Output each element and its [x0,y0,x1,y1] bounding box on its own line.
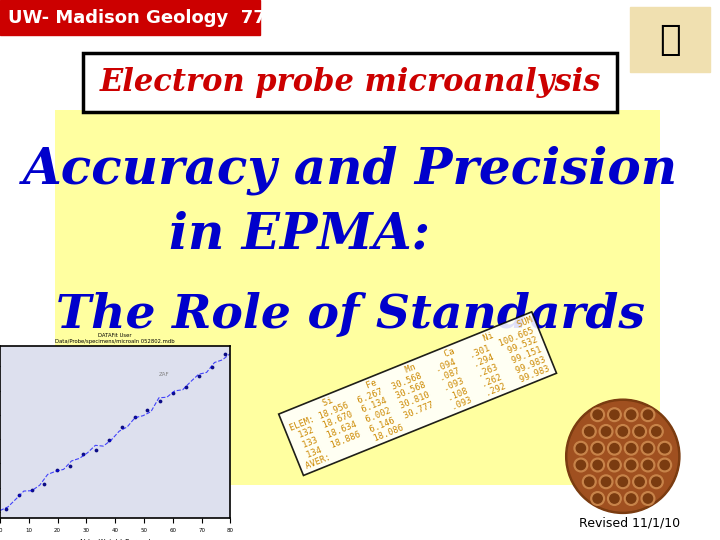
Text: UW- Madison Geology  777: UW- Madison Geology 777 [8,9,278,27]
Point [90,446,102,455]
Text: Accuracy and Precision: Accuracy and Precision [22,145,678,195]
Circle shape [641,458,654,472]
Circle shape [641,408,654,422]
Circle shape [635,427,644,436]
Circle shape [576,443,585,453]
Point [219,350,230,359]
Bar [630,7,710,72]
Circle shape [591,408,605,422]
Bar [55,110,660,485]
Circle shape [610,460,619,470]
Circle shape [568,402,678,511]
Circle shape [624,441,638,455]
Circle shape [660,443,670,453]
Circle shape [626,410,636,420]
Circle shape [643,460,652,470]
Circle shape [591,441,605,455]
Circle shape [616,424,629,438]
Circle shape [593,410,603,420]
Circle shape [599,424,613,438]
Circle shape [616,475,629,489]
Point [64,462,76,471]
Circle shape [633,424,647,438]
Title: DATAFit User
Data/Probe/specimens/microaln 052802.mdb: DATAFit User Data/Probe/specimens/microa… [55,333,175,344]
Circle shape [624,458,638,472]
Point [0,505,12,514]
Circle shape [626,443,636,453]
Point [116,423,127,431]
Circle shape [633,475,647,489]
Circle shape [576,460,585,470]
Circle shape [624,408,638,422]
Point [142,406,153,414]
Point [77,450,89,458]
Circle shape [591,458,605,472]
Text: Electron probe microanalysis: Electron probe microanalysis [99,66,600,98]
Circle shape [585,477,594,487]
Point [103,436,114,444]
Circle shape [660,460,670,470]
Circle shape [608,492,621,505]
Point [155,397,166,406]
Circle shape [593,494,603,503]
Point [167,389,179,397]
Text: in EPMA:: in EPMA: [169,211,431,260]
Circle shape [610,443,619,453]
Text: Revised 11/1/10: Revised 11/1/10 [579,517,680,530]
Circle shape [649,424,663,438]
Circle shape [582,475,596,489]
Point [13,490,24,499]
Point [206,362,217,371]
Circle shape [608,408,621,422]
Circle shape [593,460,603,470]
Point [180,382,192,391]
Circle shape [618,477,627,487]
Text: The Role of Standards: The Role of Standards [55,292,644,338]
Circle shape [626,494,636,503]
Circle shape [608,458,621,472]
Circle shape [599,475,613,489]
Point [26,486,37,495]
Circle shape [624,492,638,505]
Circle shape [585,427,594,436]
Circle shape [652,477,661,487]
Circle shape [574,458,588,472]
Circle shape [610,494,619,503]
Circle shape [626,460,636,470]
Circle shape [601,477,611,487]
Circle shape [643,410,652,420]
Circle shape [608,441,621,455]
Circle shape [641,441,654,455]
Circle shape [649,475,663,489]
Point [52,466,63,475]
Circle shape [641,492,654,505]
Circle shape [643,494,652,503]
Circle shape [591,492,605,505]
X-axis label: Al ka Weight Percent: Al ka Weight Percent [79,539,151,540]
Point [39,480,50,488]
Circle shape [610,410,619,420]
Circle shape [601,427,611,436]
Circle shape [582,424,596,438]
Circle shape [593,443,603,453]
Text: ZAF: ZAF [158,372,169,377]
Text: Si       Fe      Mn      Ca      Ni     SUM
ELEM: 18.956  6.267  30.568   .094  : Si Fe Mn Ca Ni SUM ELEM: 18.956 6.267 30… [282,315,553,472]
FancyBboxPatch shape [83,53,617,112]
Circle shape [566,399,680,514]
Circle shape [652,427,661,436]
Circle shape [658,441,672,455]
Point [129,413,140,421]
Text: 🐾: 🐾 [660,23,681,57]
Circle shape [643,443,652,453]
Circle shape [635,477,644,487]
Point [193,372,204,381]
Circle shape [658,458,672,472]
Bar [0,0,260,35]
Circle shape [574,441,588,455]
Circle shape [618,427,627,436]
